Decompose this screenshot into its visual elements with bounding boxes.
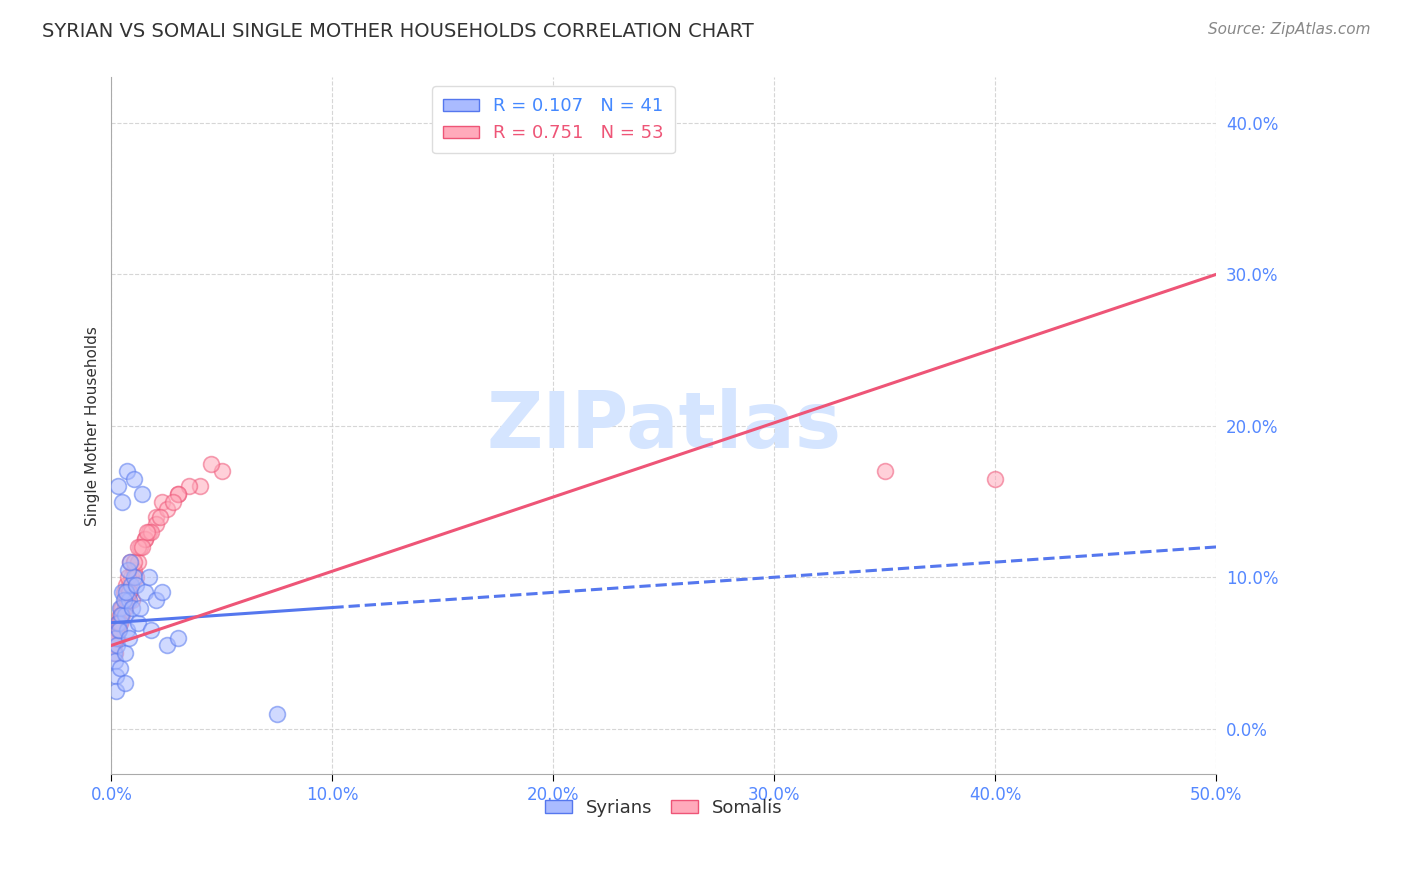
Point — [103, 639, 125, 653]
Point — [117, 563, 139, 577]
Point — [127, 615, 149, 630]
Point — [107, 615, 129, 630]
Point — [121, 593, 143, 607]
Point — [108, 615, 131, 630]
Point — [110, 608, 132, 623]
Point — [121, 600, 143, 615]
Point — [141, 524, 163, 539]
Point — [129, 600, 152, 615]
Point — [118, 585, 141, 599]
Point — [105, 631, 128, 645]
Point — [115, 464, 138, 478]
Point — [188, 479, 211, 493]
Point — [135, 524, 157, 539]
Point — [150, 494, 173, 508]
Point — [115, 624, 138, 638]
Point — [117, 570, 139, 584]
Point — [141, 624, 163, 638]
Point — [200, 457, 222, 471]
Point — [127, 555, 149, 569]
Point — [211, 464, 233, 478]
Point — [156, 502, 179, 516]
Point — [120, 555, 142, 569]
Point — [111, 600, 134, 615]
Point — [107, 615, 129, 630]
Point — [166, 487, 188, 501]
Point — [114, 600, 136, 615]
Point — [118, 578, 141, 592]
Point — [118, 585, 141, 599]
Point — [110, 608, 132, 623]
Text: SYRIAN VS SOMALI SINGLE MOTHER HOUSEHOLDS CORRELATION CHART: SYRIAN VS SOMALI SINGLE MOTHER HOUSEHOLD… — [42, 22, 754, 41]
Point — [107, 479, 129, 493]
Point — [150, 585, 173, 599]
Point — [134, 533, 156, 547]
Point — [111, 494, 134, 508]
Point — [266, 706, 288, 721]
Point — [129, 540, 152, 554]
Point — [105, 639, 128, 653]
Point — [131, 487, 153, 501]
Point — [110, 661, 132, 675]
Point — [145, 517, 167, 532]
Point — [177, 479, 200, 493]
Point — [984, 472, 1007, 486]
Point — [138, 524, 160, 539]
Point — [104, 631, 127, 645]
Point — [108, 624, 131, 638]
Point — [114, 593, 136, 607]
Point — [156, 639, 179, 653]
Point — [118, 593, 141, 607]
Point — [134, 533, 156, 547]
Point — [114, 585, 136, 599]
Point — [122, 563, 145, 577]
Point — [104, 631, 127, 645]
Point — [107, 624, 129, 638]
Point — [111, 608, 134, 623]
Point — [115, 585, 138, 599]
Point — [166, 487, 188, 501]
Point — [131, 540, 153, 554]
Point — [134, 585, 156, 599]
Point — [145, 593, 167, 607]
Point — [112, 585, 135, 599]
Point — [125, 570, 148, 584]
Point — [120, 578, 142, 592]
Point — [104, 646, 127, 660]
Point — [149, 509, 172, 524]
Point — [114, 676, 136, 690]
Point — [112, 593, 135, 607]
Point — [122, 570, 145, 584]
Point — [110, 615, 132, 630]
Point — [110, 615, 132, 630]
Point — [145, 509, 167, 524]
Point — [104, 668, 127, 682]
Point — [114, 608, 136, 623]
Point — [120, 570, 142, 584]
Text: Source: ZipAtlas.com: Source: ZipAtlas.com — [1208, 22, 1371, 37]
Point — [162, 494, 184, 508]
Text: ZIPatlas: ZIPatlas — [486, 388, 841, 464]
Point — [120, 555, 142, 569]
Point — [104, 624, 127, 638]
Y-axis label: Single Mother Households: Single Mother Households — [86, 326, 100, 525]
Point — [138, 570, 160, 584]
Point — [115, 593, 138, 607]
Point — [104, 654, 127, 668]
Legend: Syrians, Somalis: Syrians, Somalis — [537, 792, 790, 824]
Point — [114, 578, 136, 592]
Point — [111, 585, 134, 599]
Point — [118, 631, 141, 645]
Point — [110, 600, 132, 615]
Point — [114, 646, 136, 660]
Point — [110, 600, 132, 615]
Point — [103, 646, 125, 660]
Point — [166, 631, 188, 645]
Point — [127, 540, 149, 554]
Point — [125, 578, 148, 592]
Point — [873, 464, 896, 478]
Point — [122, 555, 145, 569]
Point — [122, 472, 145, 486]
Point — [104, 683, 127, 698]
